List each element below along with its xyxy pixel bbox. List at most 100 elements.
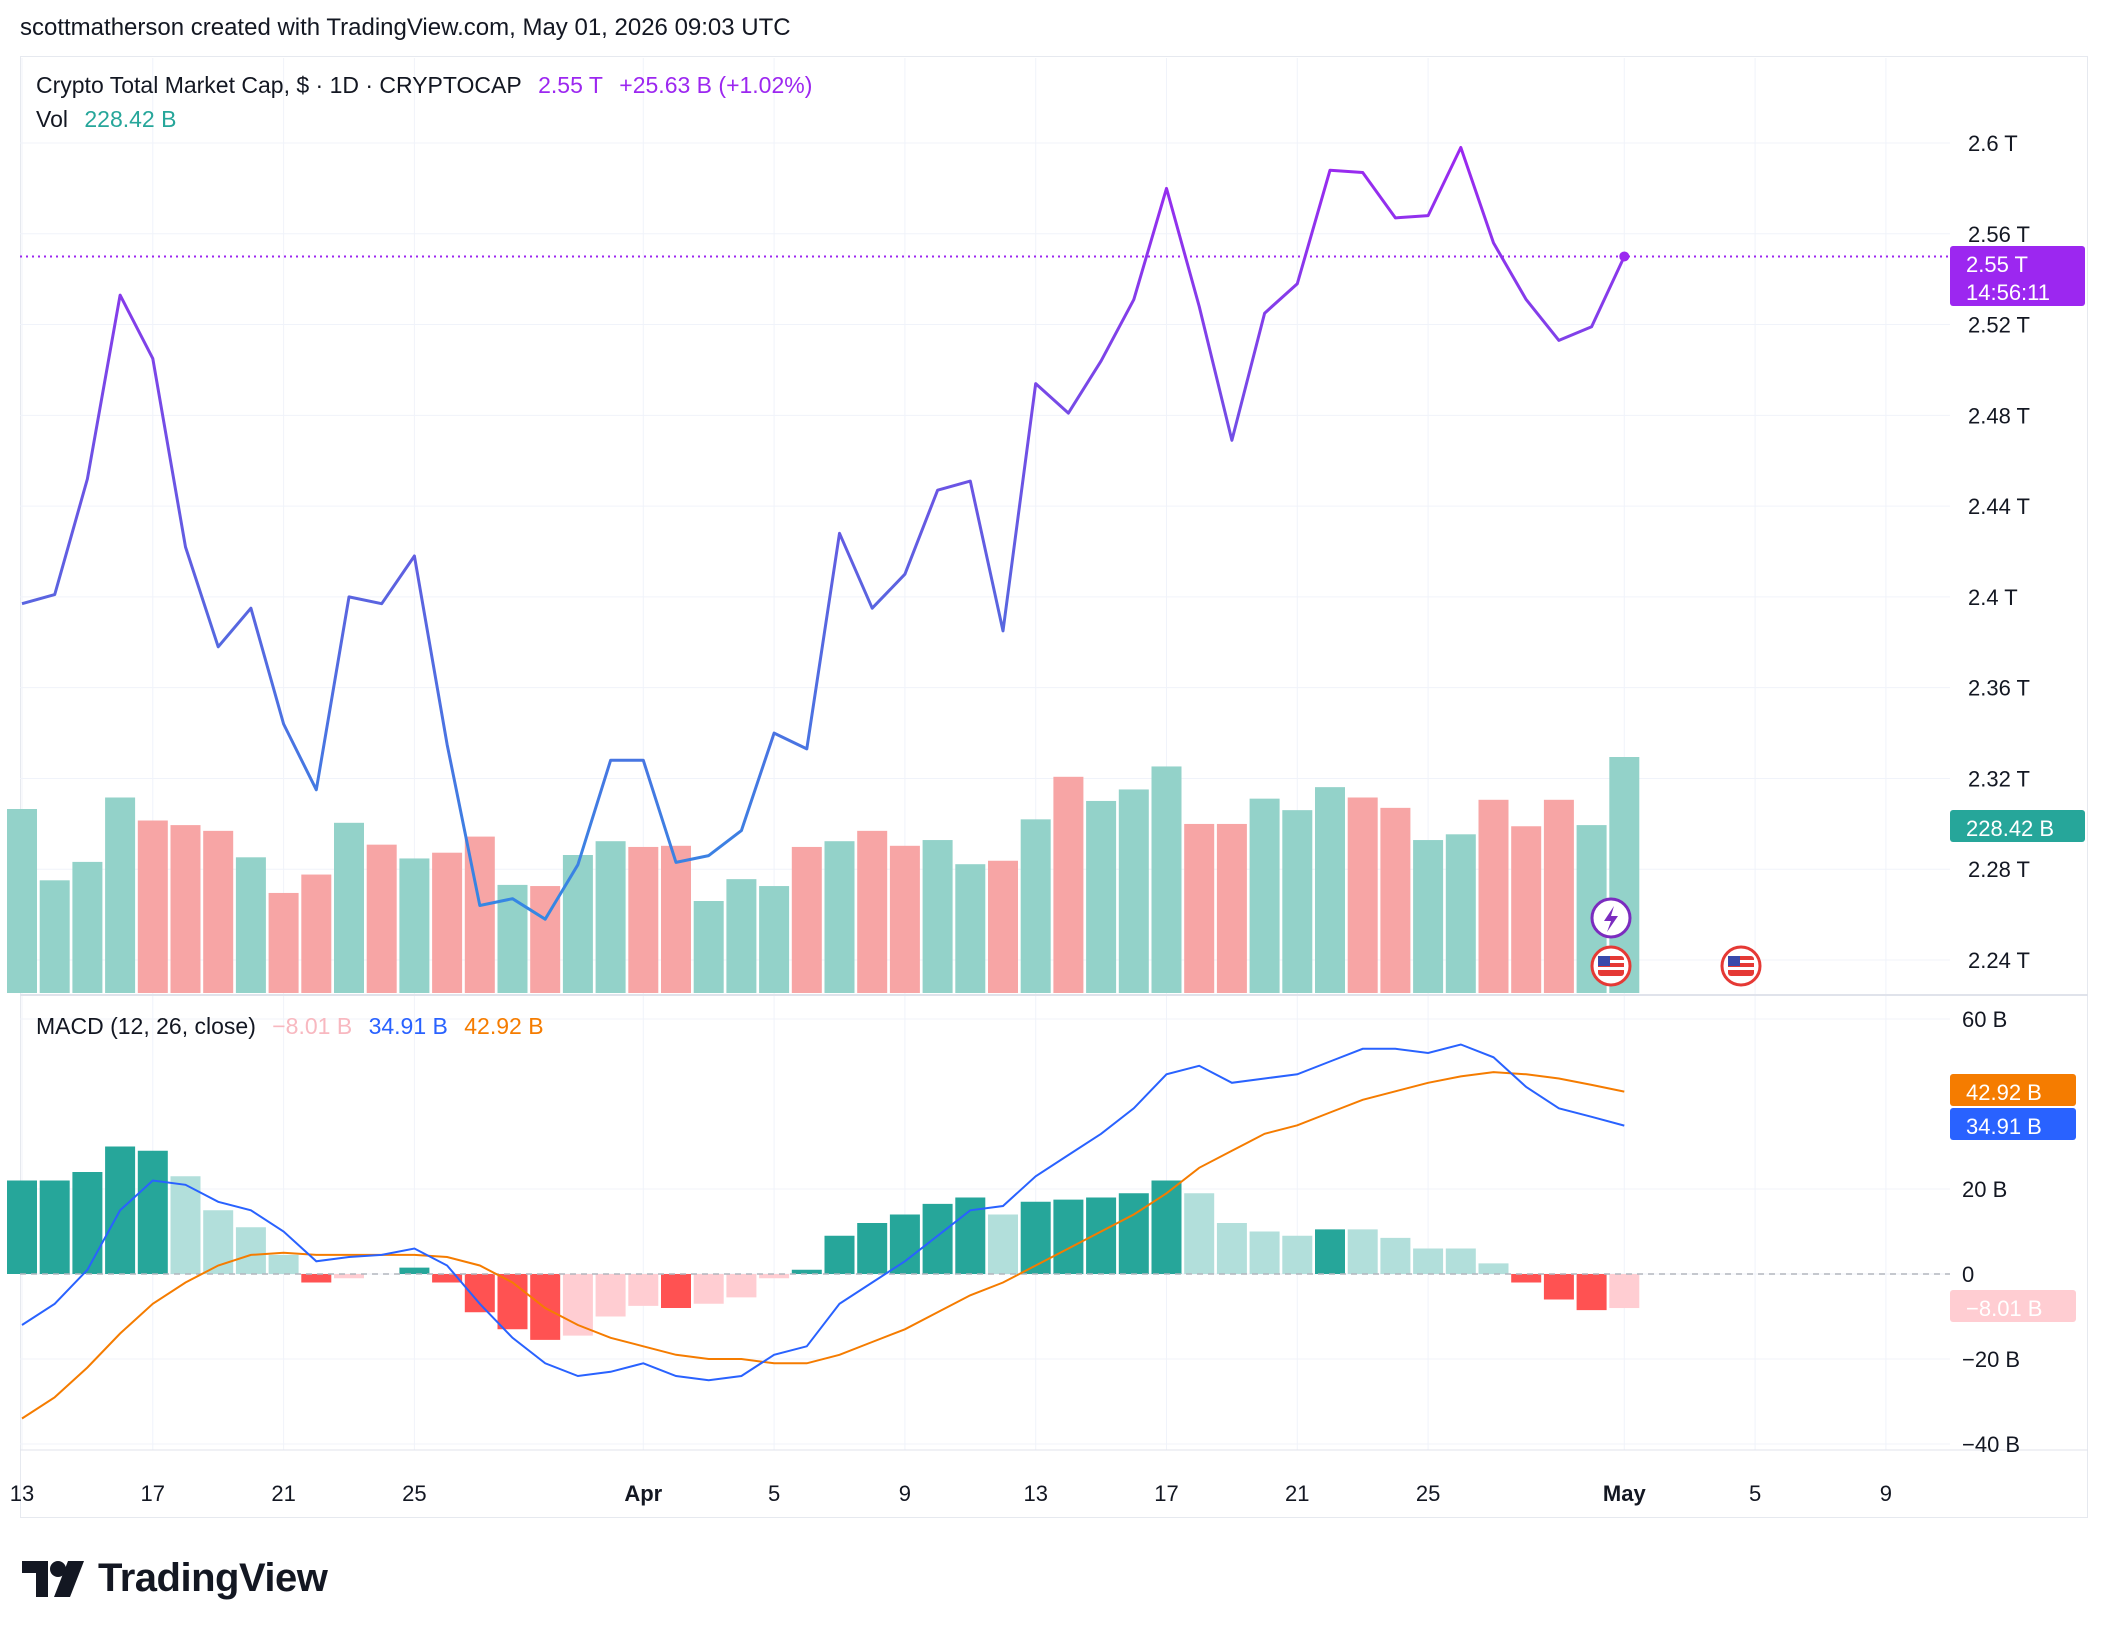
us-flag-event-icon[interactable]: [1720, 945, 1762, 987]
volume-bar: [791, 846, 822, 993]
histogram-bar: [889, 1214, 920, 1274]
histogram-bar: [399, 1267, 430, 1274]
volume-bar: [1347, 797, 1378, 993]
volume-bar: [497, 884, 528, 993]
histogram-bar: [1543, 1274, 1574, 1300]
volume-label: Vol: [36, 106, 68, 132]
date-tick-label: 21: [1285, 1481, 1309, 1506]
price-line: [20, 146, 1950, 921]
price-badge-text: 2.55 T: [1966, 252, 2028, 277]
histogram-bar: [562, 1274, 593, 1336]
us-flag-event-icon[interactable]: [1590, 945, 1632, 987]
volume-bar: [889, 845, 920, 993]
price-tick-label: 2.56 T: [1968, 222, 2030, 247]
date-tick-label: 13: [10, 1481, 34, 1506]
volume-bar: [105, 797, 136, 993]
date-tick-label: 25: [1416, 1481, 1440, 1506]
volume-bar: [1511, 826, 1542, 993]
histogram-bar: [203, 1210, 234, 1274]
macd-tick-label: 20 B: [1962, 1177, 2007, 1202]
volume-bar: [39, 880, 70, 993]
hist-badge-text: −8.01 B: [1966, 1296, 2042, 1321]
date-tick-label: 17: [1154, 1481, 1178, 1506]
volume-bar: [1151, 766, 1182, 993]
volume-bar: [1249, 798, 1280, 993]
tradingview-logo-text: TradingView: [98, 1556, 328, 1600]
histogram-bar: [464, 1274, 495, 1313]
date-tick-label: May: [1603, 1481, 1647, 1506]
macd-line: [21, 1043, 1625, 1382]
histogram-bar: [661, 1274, 691, 1308]
price-tick-label: 2.32 T: [1968, 766, 2030, 791]
symbol-label: Crypto Total Market Cap, $ · 1D · CRYPTO…: [36, 72, 522, 98]
main-legend: Crypto Total Market Cap, $ · 1D · CRYPTO…: [36, 72, 822, 99]
histogram-bar: [72, 1172, 103, 1274]
date-tick-label: 21: [271, 1481, 295, 1506]
date-tick-label: 17: [141, 1481, 165, 1506]
histogram-bar: [334, 1274, 364, 1279]
histogram-bar: [595, 1274, 626, 1317]
macd-signal-value: 42.92 B: [464, 1013, 544, 1039]
histogram-bar: [1380, 1237, 1411, 1274]
volume-bar: [1543, 799, 1574, 993]
volume-bar: [1282, 810, 1313, 993]
histogram-bar: [922, 1203, 953, 1274]
price-badge: 2.55 T 14:56:11: [1950, 246, 2085, 306]
histogram-bar: [726, 1274, 757, 1298]
volume-bar: [399, 858, 430, 993]
histogram-bar: [1249, 1231, 1280, 1274]
volume-bar: [235, 857, 266, 993]
volume-bar: [268, 892, 299, 993]
chart-frame: [20, 56, 2088, 1518]
volume-bar: [1445, 834, 1476, 993]
volume-bar: [693, 901, 724, 993]
histogram-bar: [1315, 1229, 1345, 1274]
histogram-bar: [432, 1274, 463, 1283]
volume-bar: [759, 886, 790, 993]
volume-badge-bg: [1950, 810, 2085, 842]
price-axis: 2.6 T 2.56 T 2.52 T 2.48 T 2.44 T 2.4 T 2.36 T…: [1968, 131, 2030, 973]
volume-badge: 228.42 B: [1950, 810, 2085, 842]
tradingview-logo: TradingView: [22, 1556, 328, 1601]
histogram-bar: [791, 1269, 822, 1274]
price-tick-label: 2.4 T: [1968, 585, 2018, 610]
macd-histogram: [7, 1146, 1950, 1340]
date-tick-label: 25: [402, 1481, 426, 1506]
price-tick-label: 2.36 T: [1968, 676, 2030, 701]
volume-bar: [203, 830, 234, 993]
price-change: +25.63 B (+1.02%): [619, 72, 813, 98]
volume-value: 228.42 B: [84, 106, 177, 132]
volume-bar: [1086, 800, 1117, 993]
volume-bar: [628, 846, 659, 993]
macd-badge-bg: [1950, 1108, 2076, 1140]
histogram-bar: [1151, 1180, 1182, 1274]
histogram-bar: [7, 1180, 37, 1274]
volume-bar: [7, 809, 37, 993]
date-tick-label: Apr: [624, 1481, 662, 1506]
volume-bar: [170, 825, 201, 993]
last-price-dot: [1619, 251, 1630, 262]
price-tick-label: 2.24 T: [1968, 948, 2030, 973]
volume-badge-text: 228.42 B: [1966, 816, 2054, 841]
volume-bar: [1118, 789, 1149, 993]
lightning-event-icon[interactable]: [1590, 897, 1632, 939]
histogram-bar: [170, 1176, 201, 1274]
attribution-text: scottmatherson created with TradingView.…: [20, 14, 791, 41]
volume-bar: [1020, 819, 1051, 993]
macd-hist-value: −8.01 B: [272, 1013, 353, 1039]
histogram-bar: [1118, 1193, 1149, 1274]
histogram-bar: [1609, 1274, 1640, 1309]
histogram-bar: [857, 1223, 888, 1274]
price-tick-label: 2.6 T: [1968, 131, 2018, 156]
histogram-bar: [1478, 1263, 1509, 1274]
volume-bar: [1315, 787, 1345, 993]
volume-bar: [562, 855, 593, 993]
date-axis: 13 17 21 25 Apr 5 9 13 17 21 25 May 5 9: [10, 1481, 1892, 1506]
volume-bar: [824, 841, 855, 993]
hist-badge: −8.01 B: [1950, 1290, 2076, 1322]
price-badge-bg: [1950, 246, 2085, 306]
histogram-bar: [1216, 1223, 1247, 1274]
axis-badges: 2.55 T 14:56:11 228.42 B 42.92 B 34.91 B −8.0…: [1950, 246, 2085, 1322]
macd-tick-label: −40 B: [1962, 1432, 2020, 1457]
